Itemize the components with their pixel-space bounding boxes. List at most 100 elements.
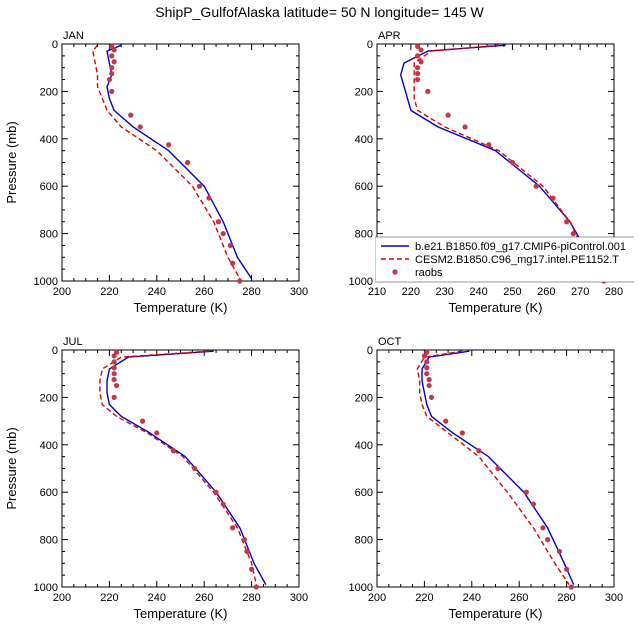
legend-entry-label: b.e21.B1850.f09_g17.CMIP6-piControl.001 (415, 241, 626, 253)
raobs-point (415, 76, 421, 83)
y-tick-label: 200 (355, 392, 373, 404)
x-tick-label: 280 (557, 592, 575, 604)
raobs-point (443, 418, 449, 424)
raobs-point (509, 159, 516, 166)
panels-group: JAN 200 220 240 260 280 300 0 200 400 600 800 1000 Te… (4, 30, 623, 621)
y-tick-label: 400 (40, 440, 58, 452)
y-axis-label: Pressure (mb) (4, 427, 19, 509)
raobs-point (253, 584, 259, 590)
panel-title: JUL (63, 336, 83, 348)
legend-entry-label: CESM2.B1850.C96_mg17.intel.PE1152.T (415, 254, 619, 266)
raobs-point (111, 371, 117, 377)
y-tick-label: 0 (367, 39, 373, 51)
y-tick-label: 0 (52, 345, 58, 357)
raobs-point (237, 278, 243, 284)
raobs-point (111, 365, 117, 371)
raobs-point (137, 124, 143, 130)
raobs-point (530, 501, 537, 507)
series-piControl-line (106, 44, 253, 279)
y-tick-label: 800 (40, 535, 58, 547)
series-cesm2-line (413, 44, 602, 279)
raobs-point (170, 448, 176, 454)
x-tick-label: 300 (290, 286, 308, 298)
x-tick-label: 220 (415, 592, 433, 604)
raobs-point (564, 219, 570, 225)
x-axis-label: Temperature (K) (449, 606, 543, 621)
raobs-point (128, 112, 134, 118)
raobs-point (249, 566, 255, 572)
raobs-point (564, 566, 570, 572)
x-tick-label: 260 (537, 286, 555, 298)
x-tick-label: 240 (148, 592, 166, 604)
plot-frame (61, 349, 300, 588)
x-axis-label: Temperature (K) (134, 606, 228, 621)
panel-oct: OCT 200 220 240 260 280 300 0 200 400 600 800 1000 Te… (349, 336, 624, 621)
raobs-point (459, 430, 465, 436)
series-piControl-line (421, 350, 575, 585)
raobs-point (106, 76, 112, 83)
y-tick-label: 600 (40, 487, 58, 499)
x-tick-label: 280 (605, 286, 623, 298)
raobs-point (533, 183, 539, 189)
y-axis-label: Pressure (mb) (4, 121, 19, 203)
x-tick-label: 220 (100, 592, 118, 604)
raobs-point (418, 47, 424, 53)
y-tick-label: 400 (40, 134, 58, 146)
y-tick-label: 1000 (349, 582, 373, 594)
y-tick-label: 600 (355, 487, 373, 499)
raobs-point (428, 394, 435, 400)
panel-title: OCT (378, 336, 402, 348)
raobs-point (424, 365, 430, 371)
y-tick-label: 400 (355, 440, 373, 452)
raobs-point (139, 418, 146, 424)
raobs-point (215, 219, 222, 225)
raobs-point (111, 353, 117, 359)
x-tick-label: 240 (148, 286, 166, 298)
raobs-point (418, 59, 424, 65)
legend-body: b.e21.B1850.f09_g17.CMIP6-piControl.001C… (375, 236, 634, 283)
raobs-point (445, 112, 451, 118)
x-tick-label: 200 (368, 592, 386, 604)
y-tick-label: 200 (40, 86, 58, 98)
x-tick-label: 230 (436, 286, 454, 298)
x-tick-label: 240 (463, 592, 481, 604)
x-tick-label: 300 (290, 592, 308, 604)
x-tick-label: 250 (503, 286, 521, 298)
x-tick-label: 200 (53, 286, 71, 298)
series-raobs (111, 349, 259, 590)
legend-raobs-marker (392, 269, 398, 275)
y-tick-label: 1000 (34, 276, 58, 288)
panel-jan: JAN 200 220 240 260 280 300 0 200 400 600 800 1000 Te… (4, 30, 308, 315)
raobs-point (109, 88, 115, 94)
legend: b.e21.B1850.f09_g17.CMIP6-piControl.001C… (375, 236, 634, 283)
y-tick-label: 800 (40, 229, 58, 241)
raobs-point (540, 525, 546, 531)
x-tick-label: 220 (402, 286, 420, 298)
raobs-point (109, 53, 115, 59)
legend-entry-label: raobs (415, 267, 443, 279)
raobs-point (550, 195, 556, 201)
x-tick-label: 280 (242, 592, 260, 604)
y-tick-label: 0 (367, 345, 373, 357)
raobs-point (230, 260, 236, 266)
raobs-point (425, 88, 431, 94)
raobs-point (113, 382, 120, 389)
series-cesm2-line (92, 44, 241, 279)
raobs-point (556, 548, 563, 555)
series-cesm2-line (99, 350, 257, 585)
panel-title: APR (378, 30, 401, 42)
raobs-point (213, 489, 219, 495)
raobs-point (523, 489, 529, 495)
x-tick-label: 260 (195, 286, 213, 298)
raobs-point (415, 53, 421, 59)
raobs-point (227, 242, 233, 249)
y-tick-label: 0 (52, 39, 58, 51)
panel-jul: JUL 200 220 240 260 280 300 0 200 400 600 800 1000 Te… (4, 336, 308, 621)
raobs-point (111, 377, 117, 383)
raobs-point (192, 465, 198, 472)
panel-title: JAN (63, 30, 84, 42)
y-tick-label: 1000 (349, 276, 373, 288)
x-tick-label: 260 (195, 592, 213, 604)
raobs-point (426, 382, 432, 389)
